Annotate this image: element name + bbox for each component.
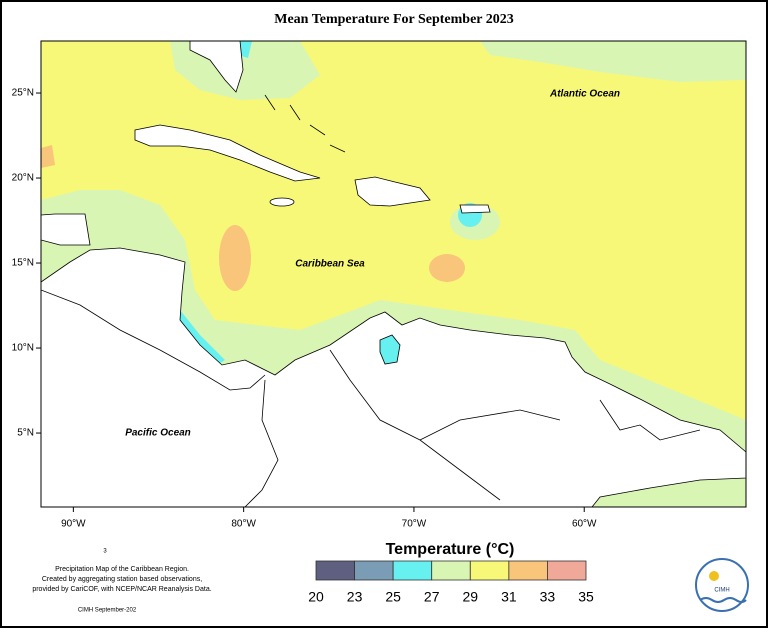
zone [219,225,251,291]
lake [379,334,401,365]
page-mark: 3 [103,549,107,555]
place-label: Pacific Ocean [125,428,191,439]
credit: CIMH September-202 [78,608,137,614]
note: Precipitation Map of the Caribbean Regio… [55,566,189,573]
zone [41,145,55,168]
coastline [41,289,279,507]
logo-text: CIMH [714,588,729,594]
legend-tick-label: 23 [347,589,363,605]
legend-swatch [431,560,471,581]
logo-wave [699,597,747,603]
legend-tick-label: 20 [308,589,324,605]
x-tick-label: 60°W [572,519,597,530]
legend-tick-label: 29 [462,589,478,605]
logo-ring [695,558,749,612]
x-tick-label: 80°W [231,519,256,530]
y-tick-label: 15°N [12,258,34,269]
title: Mean Temperature For September 2023 [274,12,514,27]
note: Created by aggregating station based obs… [42,576,202,583]
land [189,41,244,93]
map-frame [40,40,747,508]
zone [480,41,746,82]
land [134,124,321,182]
note: provided by CariCOF, with NCEP/NCAR Rean… [32,586,211,593]
land [41,247,746,507]
y-tick-label: 25°N [12,88,34,99]
logo: CIMH [695,558,749,612]
legend-title: Temperature (°C) [386,541,515,558]
legend-swatch [547,560,587,581]
place-label: Atlantic Ocean [549,89,620,100]
land [269,197,295,207]
legend-tick-label: 35 [578,589,594,605]
legend-tick-label: 27 [424,589,440,605]
zone [429,254,465,282]
land [41,213,91,246]
legend-tick-label: 25 [385,589,401,605]
legend-swatch [469,560,510,581]
zone [175,310,225,370]
land [354,176,431,207]
x-tick-label: 90°W [61,519,86,530]
y-tick-label: 10°N [12,343,34,354]
x-tick-label: 70°W [402,519,427,530]
land [459,204,491,214]
legend-tick-label: 31 [501,589,517,605]
y-tick-label: 5°N [17,428,34,439]
legend-swatch [354,560,394,581]
map [41,41,746,507]
logo-sun [709,571,719,581]
place-label: Caribbean Sea [295,259,365,270]
legend-tick-label: 33 [540,589,556,605]
border [329,349,701,501]
legend-swatch [392,560,433,581]
legend-swatch [508,560,548,581]
islands [264,94,346,153]
y-tick-label: 20°N [12,173,34,184]
legend-swatch [315,560,355,581]
